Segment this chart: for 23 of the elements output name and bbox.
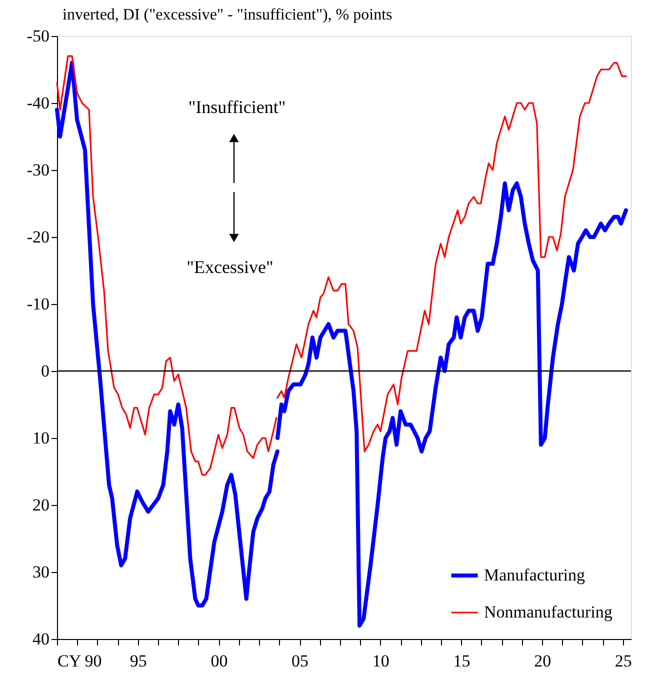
x-tick-label: 15 bbox=[453, 652, 470, 670]
y-tick-label: -40 bbox=[26, 94, 50, 112]
y-tick-label: -50 bbox=[26, 26, 50, 46]
y-tick-label: 40 bbox=[32, 630, 50, 648]
x-tick-label: 05 bbox=[292, 652, 309, 670]
x-tick-label: 00 bbox=[210, 652, 228, 670]
annotation: "Insufficient" bbox=[188, 97, 286, 117]
x-tick-label: 95 bbox=[130, 652, 147, 670]
x-tick-label: CY 90 bbox=[58, 652, 102, 670]
y-tick-label: 10 bbox=[32, 428, 50, 448]
y-tick-label: 30 bbox=[32, 562, 50, 582]
y-tick-label: -20 bbox=[26, 228, 50, 246]
x-tick-label: 25 bbox=[614, 652, 632, 670]
x-tick-label: 10 bbox=[372, 652, 390, 670]
annotation: "Excessive" bbox=[186, 257, 274, 277]
y-axis-title: inverted, DI ("excessive" - "insufficient"), % points bbox=[62, 6, 392, 24]
legend-label: Manufacturing bbox=[484, 566, 586, 584]
x-tick-label: 20 bbox=[534, 652, 552, 670]
y-tick-label: -30 bbox=[26, 160, 50, 180]
legend-label: Nonmanufacturing bbox=[484, 602, 613, 622]
y-tick-label: -10 bbox=[26, 294, 50, 314]
y-tick-label: 0 bbox=[41, 362, 50, 380]
y-tick-label: 20 bbox=[32, 496, 50, 514]
